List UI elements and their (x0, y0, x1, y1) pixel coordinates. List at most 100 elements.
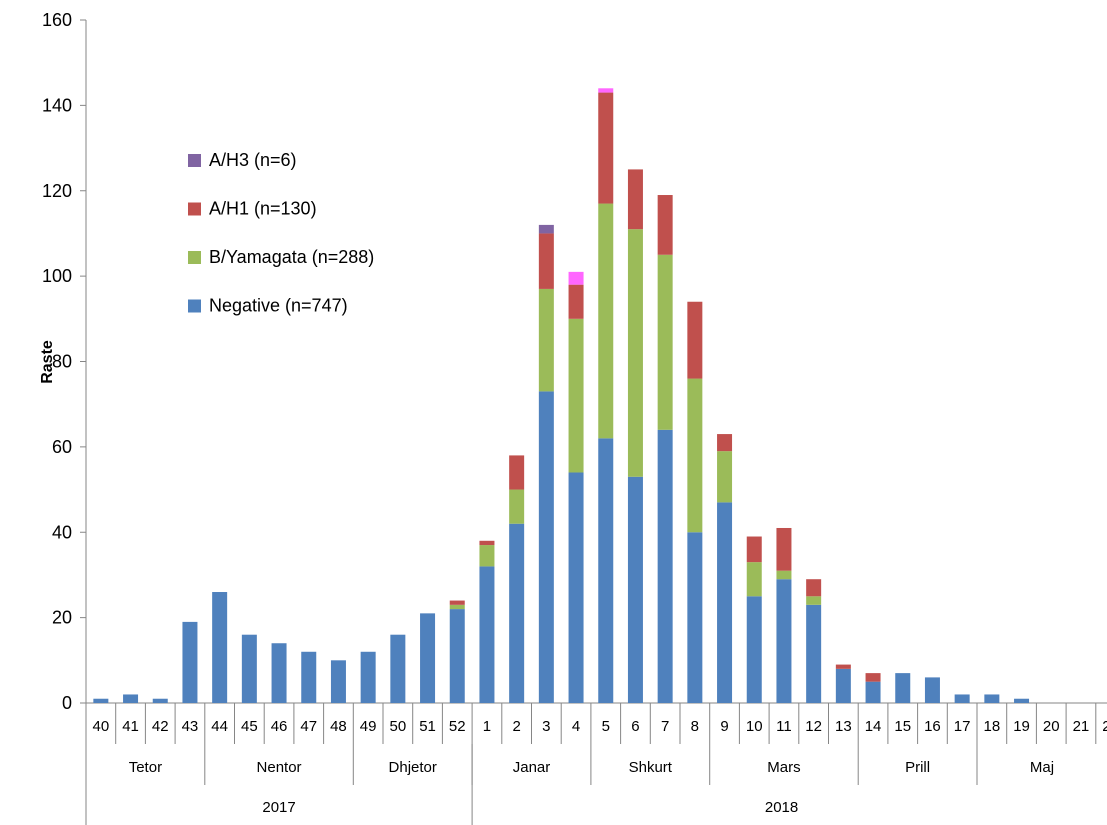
x-tick-label: 9 (720, 718, 728, 735)
x-tick-label: 22 (1102, 718, 1107, 735)
bar-segment (212, 592, 228, 703)
bar-segment (449, 604, 465, 610)
y-tick-label: 60 (52, 437, 72, 457)
x-tick-label: 50 (390, 718, 407, 735)
y-tick-label: 0 (62, 693, 72, 713)
bar-segment (806, 604, 822, 703)
month-label: Dhjetor (389, 759, 437, 776)
y-tick-label: 160 (42, 10, 72, 30)
legend-label: Negative (n=747) (209, 296, 348, 316)
bar-segment (568, 472, 584, 703)
legend-swatch (188, 202, 201, 216)
legend-label: B/Yamagata (n=288) (209, 247, 374, 267)
bar-segment (479, 540, 495, 546)
bar-segment (865, 681, 881, 703)
x-tick-label: 7 (661, 718, 669, 735)
y-tick-label: 120 (42, 181, 72, 201)
bar-segment (182, 621, 198, 703)
bar-segment (538, 391, 554, 703)
bar-segment (687, 532, 703, 703)
x-tick-label: 16 (924, 718, 941, 735)
x-tick-label: 40 (93, 718, 110, 735)
bar-segment (717, 434, 733, 452)
bar-segment (687, 378, 703, 533)
month-label: Tetor (129, 759, 162, 776)
bar-segment (301, 651, 317, 703)
y-tick-label: 80 (52, 352, 72, 372)
bar-segment (509, 455, 525, 490)
x-tick-label: 51 (419, 718, 436, 735)
year-label: 2017 (262, 799, 295, 816)
bar-segment (657, 429, 673, 703)
month-label: Maj (1030, 759, 1054, 776)
bar-segment (271, 643, 287, 703)
bar-segment (806, 596, 822, 605)
bar-segment (627, 476, 643, 703)
x-tick-label: 4 (572, 718, 580, 735)
x-tick-label: 47 (300, 718, 317, 735)
x-tick-label: 13 (835, 718, 852, 735)
y-axis-title: Raste (39, 340, 56, 384)
legend-label: A/H1 (n=130) (209, 199, 317, 219)
bar-segment (895, 673, 911, 703)
x-tick-label: 43 (182, 718, 199, 735)
bar-segment (538, 224, 554, 234)
bar-segment (776, 570, 792, 580)
bar-segment (479, 566, 495, 703)
x-tick-label: 49 (360, 718, 377, 735)
bar-segment (776, 527, 792, 571)
x-tick-label: 42 (152, 718, 169, 735)
x-tick-label: 1 (483, 718, 491, 735)
bar-segment (746, 596, 762, 703)
bar-segment (657, 254, 673, 430)
x-tick-label: 2 (512, 718, 520, 735)
legend-swatch (188, 251, 201, 264)
bar-segment (330, 660, 346, 703)
bar-segment (93, 698, 109, 703)
bar-segment (598, 203, 614, 439)
bar-segment (509, 523, 525, 703)
month-label: Nentor (257, 759, 302, 776)
bar-segment (538, 288, 554, 392)
bar-segment (509, 489, 525, 524)
x-tick-label: 14 (865, 718, 882, 735)
bars (93, 88, 1030, 703)
x-tick-label: 8 (691, 718, 699, 735)
bar-segment (123, 694, 139, 703)
x-tick-label: 52 (449, 718, 466, 735)
x-tick-label: 21 (1073, 718, 1090, 735)
bar-segment (835, 664, 851, 669)
month-label: Shkurt (629, 759, 673, 776)
bar-segment (1014, 698, 1030, 703)
bar-segment (627, 229, 643, 477)
legend-swatch (188, 154, 201, 167)
bar-segment (420, 613, 436, 703)
x-tick-label: 48 (330, 718, 347, 735)
bar-segment (835, 668, 851, 703)
x-tick-label: 10 (746, 718, 763, 735)
bar-segment (360, 651, 376, 703)
x-tick-label: 15 (894, 718, 911, 735)
x-tick-label: 3 (542, 718, 550, 735)
month-label: Prill (905, 759, 930, 776)
bar-segment (806, 579, 822, 597)
x-tick-label: 45 (241, 718, 258, 735)
x-tick-label: 17 (954, 718, 971, 735)
bar-segment (598, 88, 614, 93)
bar-segment (598, 438, 614, 703)
bar-segment (865, 673, 881, 682)
legend: A/H3 (n=6) A/H1 (n=130) B/Yamagata (n=288)… (188, 150, 374, 316)
x-tick-label: 6 (631, 718, 639, 735)
bar-segment (954, 694, 970, 703)
bar-segment (717, 502, 733, 703)
x-tick-label: 5 (602, 718, 610, 735)
month-label: Mars (767, 759, 800, 776)
x-tick-label: 44 (211, 718, 228, 735)
bar-segment (152, 698, 168, 703)
bar-segment (568, 271, 584, 285)
x-tick-label: 20 (1043, 718, 1060, 735)
year-label: 2018 (765, 799, 798, 816)
month-label: Janar (513, 759, 551, 776)
y-tick-label: 100 (42, 266, 72, 286)
